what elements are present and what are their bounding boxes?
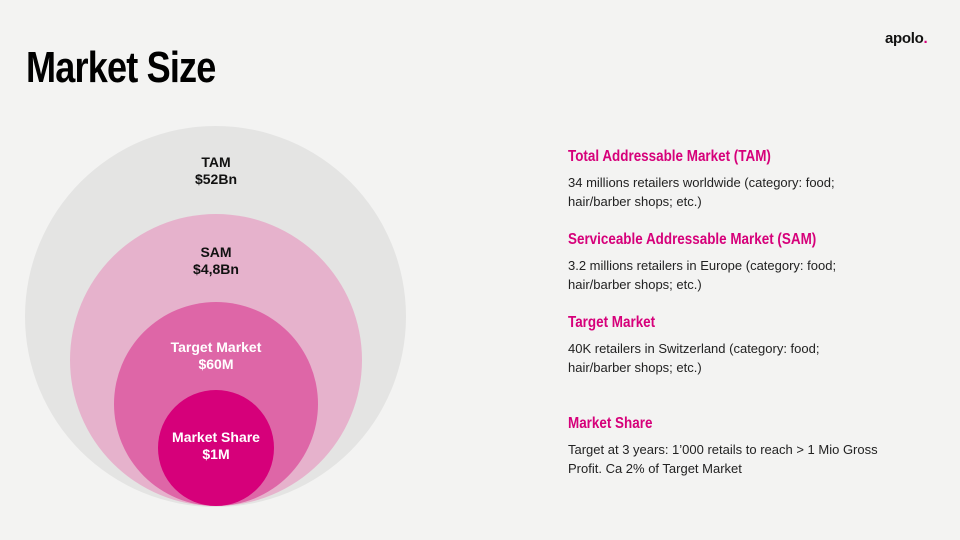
sam-name: SAM <box>200 244 232 260</box>
tam-value: $52Bn <box>194 171 238 187</box>
logo-text: apolo <box>885 30 924 47</box>
target-market-label: Target Market $60M <box>116 339 316 373</box>
market-share-section: Market Share Target at 3 years: 1’000 re… <box>568 415 928 478</box>
market-share-description: Target at 3 years: 1’000 retails to reac… <box>568 442 878 476</box>
sam-value: $4,8Bn <box>193 261 239 277</box>
logo-dot: . <box>923 30 928 47</box>
tam-label: TAM $52Bn <box>116 154 316 188</box>
apolo-logo: apolo. <box>885 30 928 47</box>
target-market-value: $60M <box>198 356 234 372</box>
sam-description: 3.2 millions retailers in Europe (catego… <box>568 258 837 292</box>
market-share-circle <box>158 390 274 506</box>
sam-label: SAM $4,8Bn <box>116 244 316 278</box>
target-market-name: Target Market <box>170 339 262 355</box>
target-market-heading: Target Market <box>568 314 656 331</box>
tam-heading: Total Addressable Market (TAM) <box>568 148 771 165</box>
target-market-description: 40K retailers in Switzerland (category: … <box>568 341 820 375</box>
tam-name: TAM <box>201 154 231 170</box>
tam-description: 34 millions retailers worldwide (categor… <box>568 175 835 209</box>
target-market-section: Target Market 40K retailers in Switzerla… <box>568 314 928 377</box>
market-share-value: $1M <box>202 446 230 462</box>
tam-section: Total Addressable Market (TAM) 34 millio… <box>568 148 928 211</box>
market-share-label: Market Share $1M <box>116 429 316 463</box>
market-share-heading: Market Share <box>568 415 653 432</box>
page-title: Market Size <box>26 43 216 92</box>
sam-section: Serviceable Addressable Market (SAM) 3.2… <box>568 231 928 294</box>
sam-heading: Serviceable Addressable Market (SAM) <box>568 231 817 248</box>
market-share-name: Market Share <box>172 429 260 445</box>
